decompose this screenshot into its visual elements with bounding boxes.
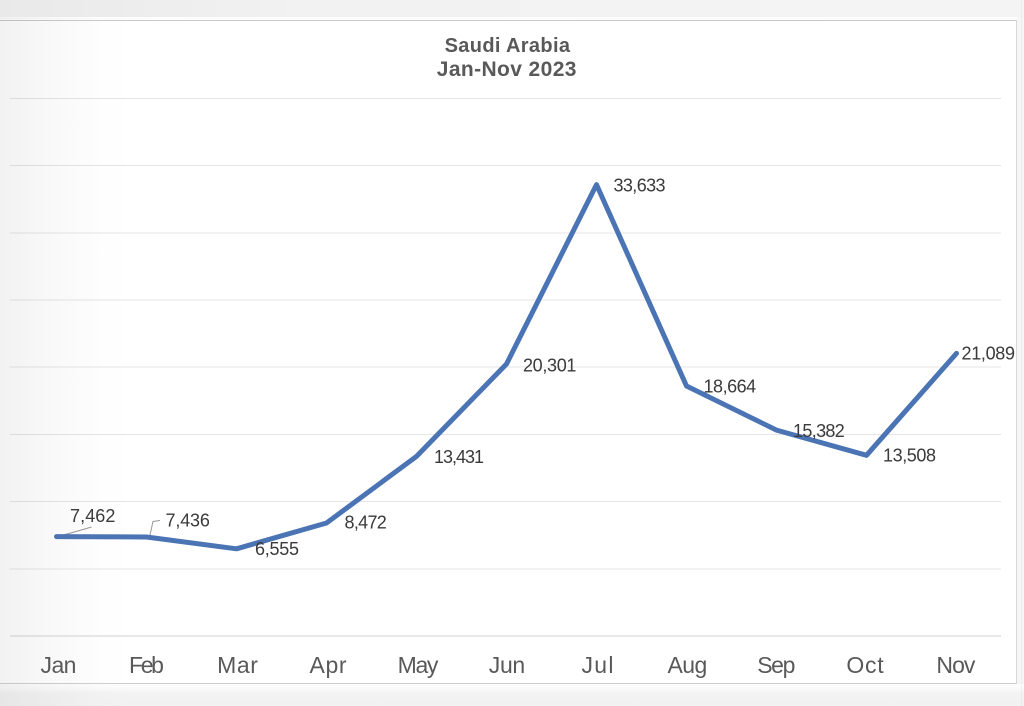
svg-text:Aug: Aug: [668, 652, 708, 678]
svg-text:7,436: 7,436: [166, 511, 210, 531]
svg-text:Saudi Arabia: Saudi Arabia: [445, 35, 571, 57]
svg-text:May: May: [398, 652, 439, 678]
svg-text:Nov: Nov: [936, 652, 976, 678]
svg-text:21,089: 21,089: [962, 344, 1016, 364]
svg-text:13,431: 13,431: [434, 447, 484, 467]
svg-text:8,472: 8,472: [345, 513, 387, 533]
svg-text:7,462: 7,462: [70, 506, 115, 526]
svg-text:Apr: Apr: [310, 652, 347, 678]
svg-text:Jan-Nov 2023: Jan-Nov 2023: [437, 58, 577, 81]
svg-text:Jan: Jan: [41, 652, 77, 678]
svg-text:20,301: 20,301: [523, 356, 576, 376]
svg-text:33,633: 33,633: [614, 176, 666, 196]
svg-text:15,382: 15,382: [793, 421, 845, 441]
svg-text:Jul: Jul: [582, 652, 614, 678]
svg-text:6,555: 6,555: [255, 539, 299, 559]
svg-text:Oct: Oct: [846, 652, 884, 678]
svg-text:18,664: 18,664: [704, 377, 757, 397]
svg-text:Feb: Feb: [129, 652, 164, 678]
svg-text:13,508: 13,508: [883, 446, 936, 466]
svg-text:Mar: Mar: [217, 652, 258, 678]
svg-text:Jun: Jun: [489, 652, 525, 678]
svg-text:Sep: Sep: [757, 652, 795, 678]
